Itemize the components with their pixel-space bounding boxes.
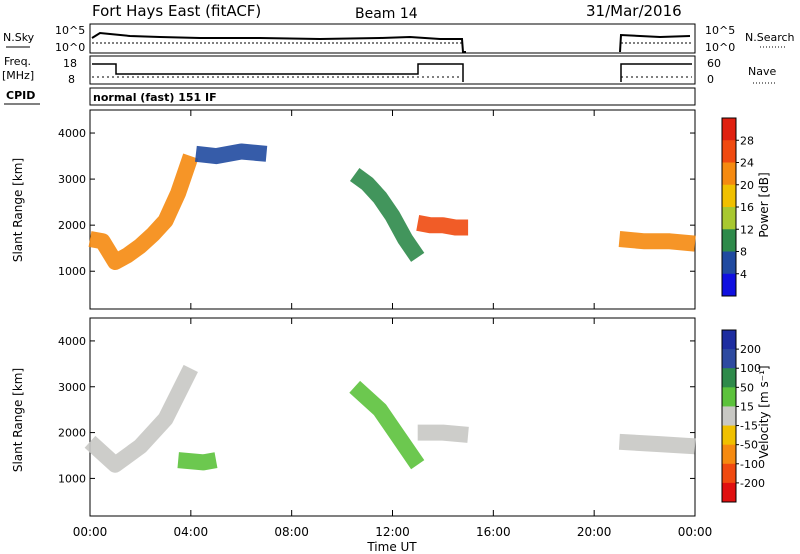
power-colorbar-swatch	[722, 184, 736, 208]
time-tick-label: 04:00	[174, 525, 209, 539]
time-tick-label: 20:00	[577, 525, 612, 539]
velocity-ytick-label: 1000	[58, 472, 86, 485]
power-ytick-label: 1000	[58, 265, 86, 278]
time-tick-label: 00:00	[73, 525, 108, 539]
nsky-tick-low: 10^0	[55, 41, 85, 54]
power-echo-band-2	[194, 143, 268, 165]
time-axis-label: Time UT	[366, 540, 417, 554]
power-echo-band-1	[88, 153, 199, 270]
nsearch-tick-low: 10^0	[705, 41, 735, 54]
velocity-colorbar-swatch	[722, 425, 736, 446]
velocity-colorbar-swatch	[722, 482, 736, 503]
freq-trace	[92, 63, 464, 82]
power-axis-ticks: 4000 3000 2000 1000	[58, 110, 696, 309]
velocity-colorbar-label: Velocity [m s⁻¹]	[757, 365, 771, 458]
power-ytick-label: 4000	[58, 127, 86, 140]
power-colorbar: 28 24 20 16 12 8 4	[721, 117, 754, 297]
nsky-trace	[91, 31, 466, 53]
velocity-colorbar-tick-label: 50	[740, 381, 754, 394]
power-colorbar-swatch	[722, 229, 736, 252]
velocity-ylabel: Slant Range [km]	[11, 368, 25, 472]
power-colorbar-swatch	[722, 140, 736, 163]
date-label: 31/Mar/2016	[586, 2, 682, 20]
velocity-colorbar-tick-label: -200	[740, 477, 765, 490]
power-colorbar-tick-label: 20	[740, 179, 754, 192]
cpid-label: CPID	[6, 89, 35, 102]
nsearch-tick-high: 10^5	[705, 24, 735, 37]
freq-tick-low: 8	[68, 73, 75, 86]
velocity-panel: 4000 3000 2000 1000 Slant Range [km]	[11, 317, 696, 517]
power-colorbar-swatch	[722, 118, 736, 141]
velocity-colorbar-swatch	[722, 406, 736, 427]
power-echo-band-5	[618, 231, 696, 252]
velocity-echo-band-1	[84, 364, 198, 473]
cpid-panel	[89, 87, 696, 106]
freq-label-line-2: [MHz]	[2, 69, 34, 82]
time-tick-label: 08:00	[274, 525, 309, 539]
velocity-echo-band-2	[177, 452, 218, 471]
velocity-ytick-label: 3000	[58, 381, 86, 394]
freq-label-line-1: Freq.	[4, 55, 31, 68]
freq-panel	[89, 55, 696, 85]
time-tick-label: 00:00	[678, 525, 713, 539]
velocity-colorbar-swatch	[722, 330, 736, 350]
velocity-colorbar-tick-label: -50	[740, 439, 758, 452]
power-echo-band-4	[416, 215, 469, 236]
power-colorbar-tick-label: 24	[740, 157, 754, 170]
power-colorbar-swatch	[722, 273, 736, 297]
beam-label: Beam 14	[355, 6, 418, 22]
velocity-colorbar-swatch	[722, 349, 736, 369]
nsearch-label: N.Search	[745, 31, 795, 44]
power-panel: 4000 3000 2000 1000 Slant Range [km]	[11, 109, 696, 310]
velocity-data-marks	[84, 364, 696, 473]
nave-tick-high: 60	[707, 57, 721, 70]
velocity-colorbar-frame	[721, 329, 737, 503]
time-axis: 00:00 04:00 08:00 12:00 16:00 20:00 00:00	[73, 525, 713, 539]
freq-trace-right	[620, 63, 692, 82]
power-echo-band-3	[349, 168, 425, 262]
velocity-axis-ticks: 4000 3000 2000 1000	[58, 318, 696, 516]
velocity-colorbar-tick-label: -100	[740, 458, 765, 471]
velocity-colorbar-swatch	[722, 368, 736, 388]
nave-label: Nave	[748, 65, 776, 78]
nave-tick-low: 0	[707, 73, 714, 86]
power-colorbar-swatch	[722, 251, 736, 275]
velocity-colorbar-swatch	[722, 444, 736, 465]
velocity-colorbar-tick-label: 15	[740, 400, 754, 413]
nsky-label: N.Sky	[3, 31, 35, 44]
power-ytick-label: 3000	[58, 173, 86, 186]
power-data-marks	[88, 143, 696, 270]
time-tick-label: 16:00	[476, 525, 511, 539]
velocity-ytick-label: 2000	[58, 427, 86, 440]
radar-title: Fort Hays East (fitACF)	[92, 2, 261, 20]
power-colorbar-swatch	[722, 207, 736, 230]
velocity-colorbar-tick-label: 200	[740, 343, 761, 356]
power-ylabel: Slant Range [km]	[11, 158, 25, 262]
power-colorbar-tick-label: 16	[740, 201, 754, 214]
velocity-ytick-label: 4000	[58, 335, 86, 348]
velocity-colorbar-swatch	[722, 463, 736, 484]
velocity-echo-band-4	[417, 424, 469, 443]
nsky-trace-right	[619, 33, 691, 53]
time-tick-label: 12:00	[375, 525, 410, 539]
nsky-tick-high: 10^5	[55, 24, 85, 37]
velocity-colorbar-tick-label: -15	[740, 420, 758, 433]
cpid-text: normal (fast) 151 IF	[93, 91, 217, 104]
freq-tick-high: 18	[63, 57, 77, 70]
velocity-colorbar: 200 100 50 15 -15 -50 -100 -200	[721, 329, 765, 503]
velocity-echo-band-5	[618, 433, 696, 455]
power-colorbar-tick-label: 4	[740, 268, 747, 281]
velocity-echo-band-3	[349, 380, 425, 470]
nsky-panel	[89, 23, 696, 54]
power-colorbar-swatch	[722, 162, 736, 186]
velocity-colorbar-tick-label: 100	[740, 362, 761, 375]
power-ytick-label: 2000	[58, 219, 86, 232]
power-colorbar-tick-label: 12	[740, 223, 754, 236]
power-colorbar-tick-label: 8	[740, 246, 747, 259]
power-colorbar-label: Power [dB]	[757, 172, 771, 237]
power-colorbar-tick-label: 28	[740, 134, 754, 147]
velocity-colorbar-swatch	[722, 387, 736, 407]
